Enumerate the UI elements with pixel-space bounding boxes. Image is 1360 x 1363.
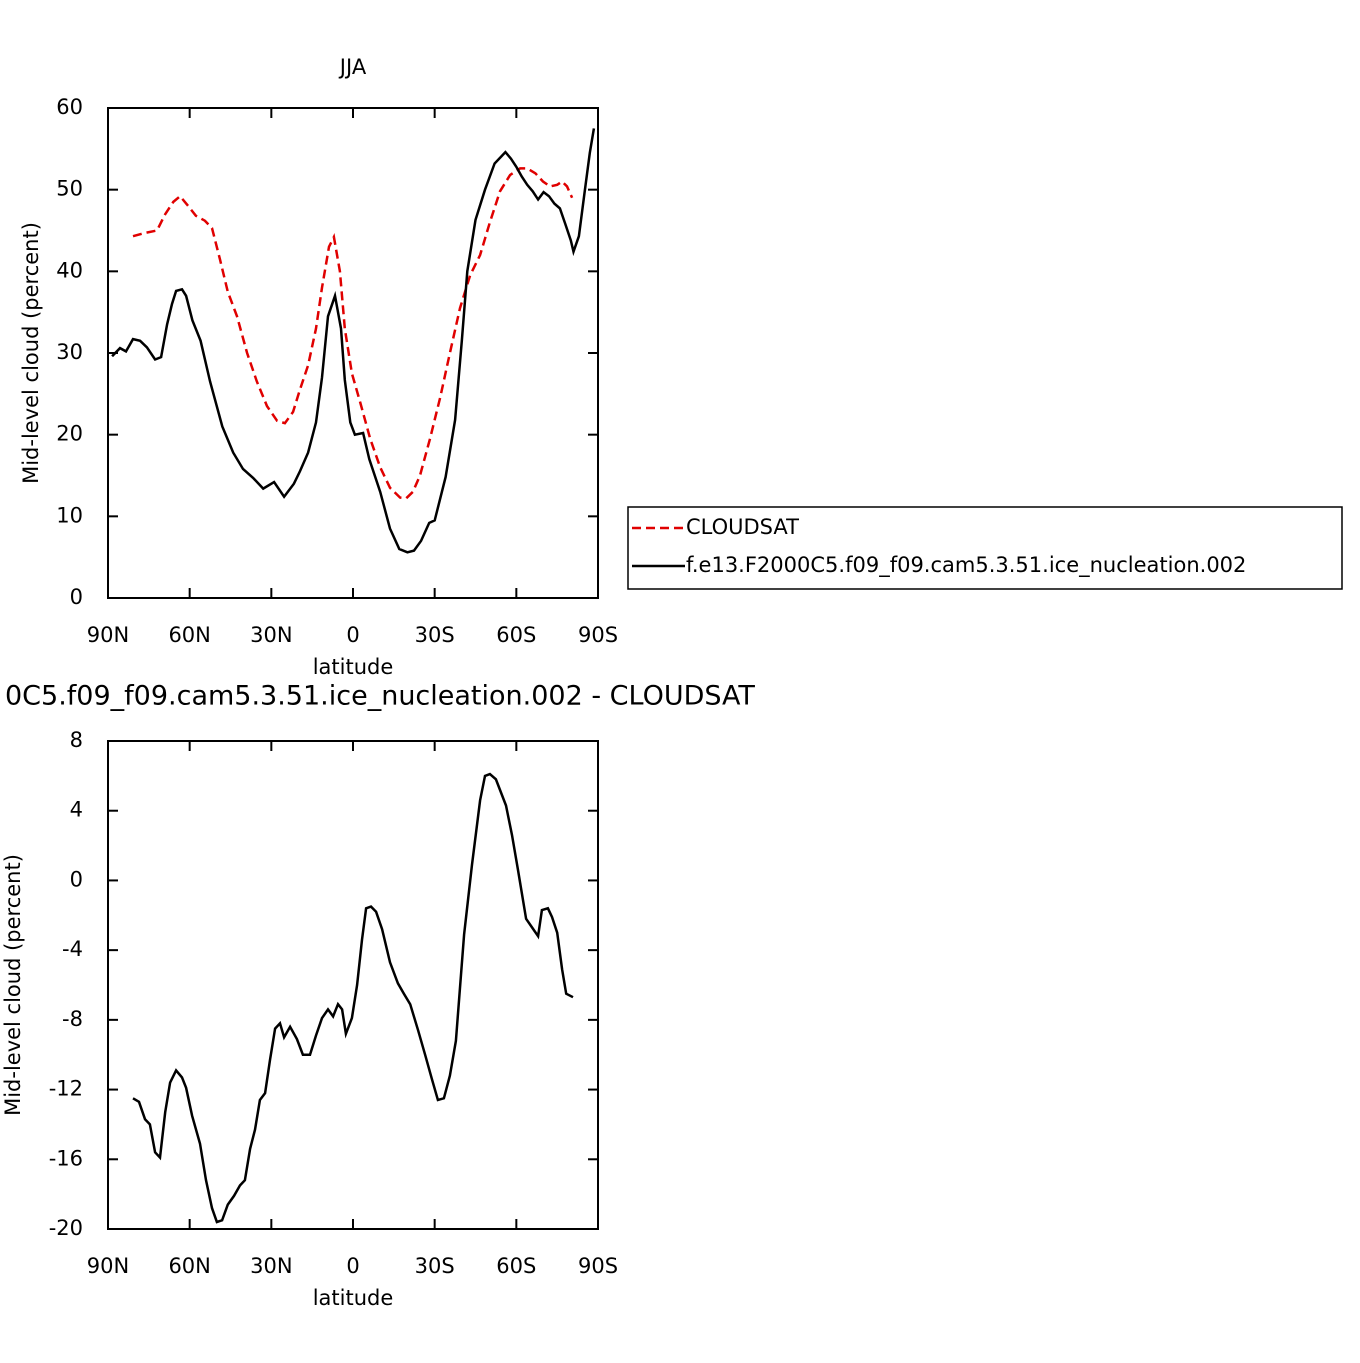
y-tick-label: 20 [56,422,83,446]
data-line [111,128,596,554]
y-tick-label: -16 [49,1146,83,1170]
x-tick-label: 30S [415,623,455,647]
y-axis-label: Mid-level cloud (percent) [1,854,25,1116]
legend-label: f.e13.F2000C5.f09_f09.cam5.3.51.ice_nucl… [686,553,1246,578]
y-tick-label: 40 [56,258,83,282]
y-tick-label: 10 [56,503,83,527]
legend-box [627,506,1343,590]
x-tick-label: 0 [346,623,359,647]
x-axis-label: latitude [313,1286,394,1310]
x-tick-label: 30S [415,1254,455,1278]
y-tick-label: -12 [49,1077,83,1101]
y-tick-label: 8 [70,728,83,752]
x-tick-label: 90N [87,1254,129,1278]
y-tick-label: 0 [70,585,83,609]
plot-frame [107,740,599,1230]
data-line [132,167,574,500]
x-tick-label: 0 [346,1254,359,1278]
x-tick-label: 90N [87,623,129,647]
y-tick-label: 50 [56,177,83,201]
x-tick-label: 60N [168,1254,210,1278]
y-tick-label: 60 [56,95,83,119]
x-tick-label: 90S [578,623,618,647]
x-tick-label: 30N [250,623,292,647]
y-tick-label: -4 [62,937,83,961]
y-tick-label: 30 [56,340,83,364]
legend-label: CLOUDSAT [686,515,799,539]
x-tick-label: 30N [250,1254,292,1278]
x-tick-label: 60S [496,623,536,647]
data-line [132,772,574,1224]
x-tick-label: 90S [578,1254,618,1278]
chart-title: JJA [338,55,367,79]
y-tick-label: -20 [49,1216,83,1240]
x-axis-label: latitude [313,655,394,679]
y-tick-label: 0 [70,867,83,891]
y-tick-label: 4 [70,798,83,822]
y-axis-label: Mid-level cloud (percent) [19,222,43,484]
y-tick-label: -8 [62,1007,83,1031]
x-tick-label: 60N [168,623,210,647]
chart-title: 0C5.f09_f09.cam5.3.51.ice_nucleation.002… [5,681,755,712]
x-tick-label: 60S [496,1254,536,1278]
